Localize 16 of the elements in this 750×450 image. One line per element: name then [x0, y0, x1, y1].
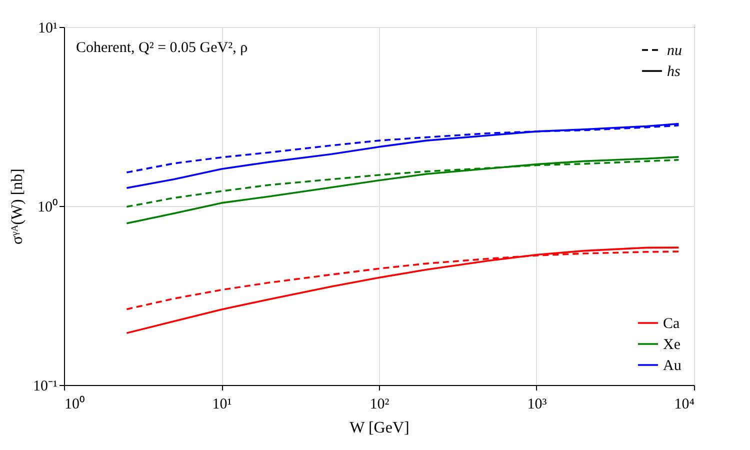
- x-tick-label: 10¹: [212, 396, 232, 412]
- annotation: nu: [667, 43, 682, 59]
- y-axis-title: σᵞᴬ(W) [nb]: [9, 168, 26, 245]
- annotation: hs: [667, 64, 680, 80]
- y-tick-label: 10⁻¹: [33, 378, 58, 394]
- x-tick-label: 10³: [527, 396, 548, 412]
- legend-label: Ca: [663, 316, 680, 332]
- x-tick-label: 10⁰: [64, 396, 84, 412]
- x-axis-title: W [GeV]: [350, 420, 410, 436]
- y-tick-label: 10⁰: [38, 198, 58, 216]
- legend-label: Au: [663, 358, 682, 374]
- y-tick-label: 10¹: [38, 20, 58, 36]
- legend-label: Xe: [663, 337, 681, 353]
- annotation: Coherent, Q² = 0.05 GeV², ρ: [76, 40, 248, 56]
- x-tick-label: 10²: [370, 396, 390, 412]
- x-tick-label: 10⁴: [674, 396, 694, 412]
